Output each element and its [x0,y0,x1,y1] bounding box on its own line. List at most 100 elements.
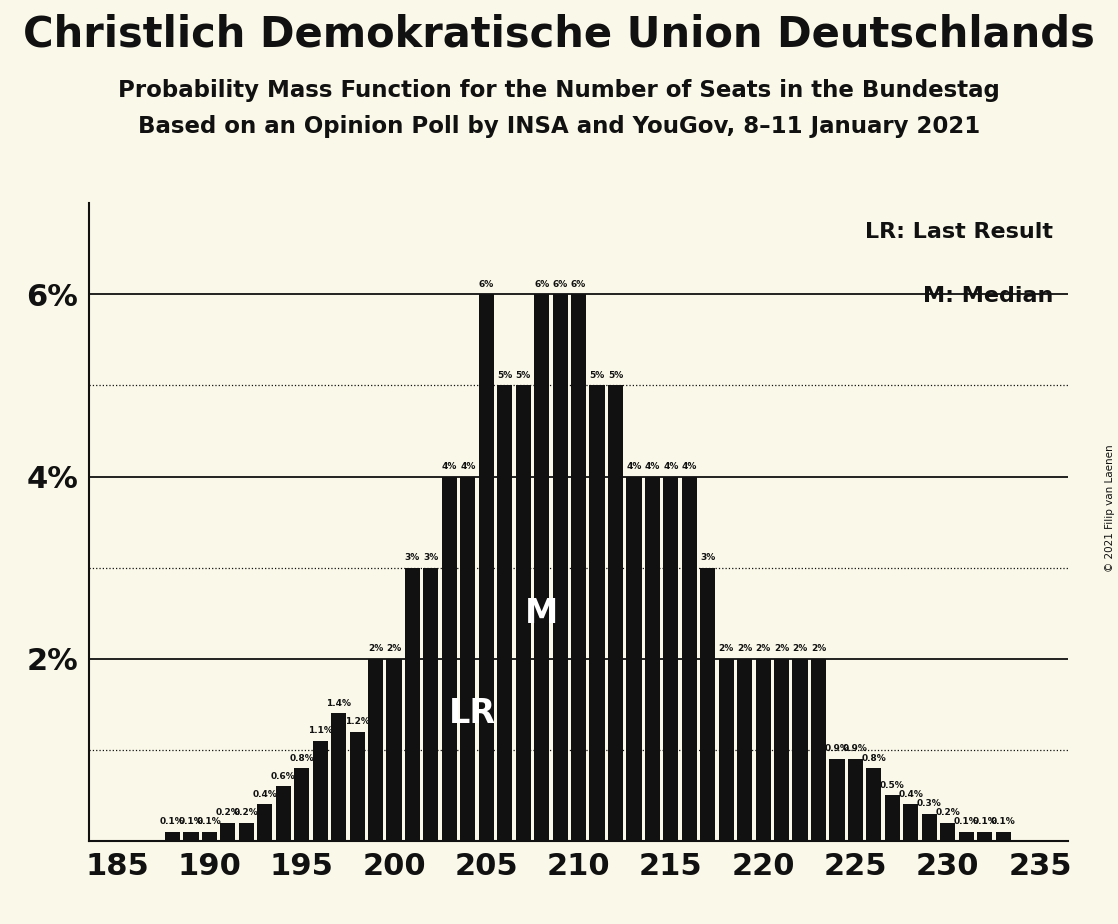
Bar [294,768,310,841]
Bar [202,832,217,841]
Bar [239,822,254,841]
Bar [608,385,623,841]
Text: Probability Mass Function for the Number of Seats in the Bundestag: Probability Mass Function for the Number… [119,79,999,102]
Text: 0.9%: 0.9% [825,745,850,753]
Bar [479,295,494,841]
Bar [903,805,918,841]
Text: 2%: 2% [387,644,401,653]
Bar [626,477,642,841]
Text: LR: Last Result: LR: Last Result [865,223,1053,242]
Text: 0.2%: 0.2% [216,808,240,817]
Text: Based on an Opinion Poll by INSA and YouGov, 8–11 January 2021: Based on an Opinion Poll by INSA and You… [138,116,980,139]
Bar [313,741,328,841]
Bar [276,786,291,841]
Bar [645,477,660,841]
Text: 0.4%: 0.4% [899,790,923,799]
Bar [995,832,1011,841]
Text: 1.4%: 1.4% [326,699,351,708]
Text: 1.2%: 1.2% [344,717,370,726]
Bar [534,295,549,841]
Text: 0.1%: 0.1% [991,817,1015,826]
Text: M: M [525,597,558,629]
Bar [719,659,733,841]
Text: 2%: 2% [737,644,752,653]
Text: 3%: 3% [405,553,420,562]
Bar [165,832,180,841]
Bar [515,385,531,841]
Text: 0.4%: 0.4% [253,790,277,799]
Text: 3%: 3% [424,553,438,562]
Bar [866,768,881,841]
Text: 0.9%: 0.9% [843,745,868,753]
Text: 0.2%: 0.2% [234,808,258,817]
Bar [774,659,789,841]
Text: 3%: 3% [700,553,716,562]
Bar [682,477,697,841]
Text: 0.5%: 0.5% [880,781,904,790]
Bar [350,732,364,841]
Bar [700,567,716,841]
Bar [552,295,568,841]
Bar [811,659,826,841]
Text: 5%: 5% [498,371,512,380]
Text: 4%: 4% [442,462,457,471]
Text: 4%: 4% [682,462,697,471]
Text: 6%: 6% [552,280,568,289]
Text: 0.1%: 0.1% [954,817,978,826]
Bar [589,385,605,841]
Text: 2%: 2% [793,644,807,653]
Text: 5%: 5% [589,371,605,380]
Text: 2%: 2% [774,644,789,653]
Bar [884,796,900,841]
Text: 0.1%: 0.1% [179,817,203,826]
Bar [830,759,844,841]
Bar [737,659,752,841]
Bar [847,759,863,841]
Text: 0.3%: 0.3% [917,799,941,808]
Text: 0.8%: 0.8% [862,753,887,762]
Text: 2%: 2% [368,644,383,653]
Text: 4%: 4% [663,462,679,471]
Text: 6%: 6% [534,280,549,289]
Bar [257,805,273,841]
Bar [571,295,586,841]
Text: 4%: 4% [626,462,642,471]
Text: 0.1%: 0.1% [197,817,221,826]
Text: 0.8%: 0.8% [290,753,314,762]
Bar [220,822,236,841]
Bar [958,832,974,841]
Text: 2%: 2% [719,644,733,653]
Bar [331,713,347,841]
Bar [405,567,420,841]
Text: © 2021 Filip van Laenen: © 2021 Filip van Laenen [1106,444,1115,572]
Bar [368,659,383,841]
Text: 2%: 2% [811,644,826,653]
Text: 5%: 5% [608,371,623,380]
Text: 6%: 6% [571,280,586,289]
Text: M: Median: M: Median [922,286,1053,306]
Text: 1.1%: 1.1% [307,726,332,736]
Bar [977,832,992,841]
Text: 0.1%: 0.1% [160,817,184,826]
Bar [387,659,401,841]
Bar [461,477,475,841]
Text: 0.1%: 0.1% [973,817,997,826]
Bar [940,822,955,841]
Text: 4%: 4% [645,462,660,471]
Text: 0.2%: 0.2% [936,808,960,817]
Text: 0.6%: 0.6% [271,772,295,781]
Bar [793,659,807,841]
Bar [442,477,457,841]
Text: LR: LR [449,697,496,730]
Text: 4%: 4% [461,462,475,471]
Text: Christlich Demokratische Union Deutschlands: Christlich Demokratische Union Deutschla… [23,14,1095,55]
Text: 6%: 6% [479,280,494,289]
Bar [424,567,438,841]
Bar [498,385,512,841]
Text: 2%: 2% [756,644,770,653]
Bar [183,832,199,841]
Bar [921,813,937,841]
Bar [663,477,679,841]
Text: 5%: 5% [515,371,531,380]
Bar [756,659,770,841]
